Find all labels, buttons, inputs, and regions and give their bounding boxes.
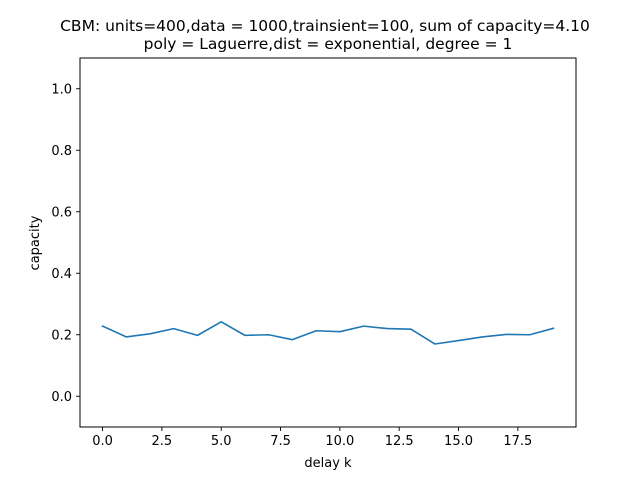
x-tick-label: 0.0: [92, 434, 113, 449]
x-tick-label: 7.5: [270, 434, 291, 449]
plot-frame: [79, 57, 577, 428]
x-tick-label: 2.5: [152, 434, 173, 449]
x-tick-label: 10.0: [325, 434, 354, 449]
series-line: [101, 321, 555, 345]
x-tick-label: 12.5: [385, 434, 414, 449]
plot-area: [101, 321, 555, 345]
x-tick-label: 17.5: [503, 434, 532, 449]
x-axis-label: delay k: [304, 456, 352, 471]
x-tick-label: 5.0: [211, 434, 232, 449]
y-tick-label: 0.6: [51, 205, 72, 220]
y-tick-label: 0.8: [51, 144, 72, 159]
y-axis-label: capacity: [28, 215, 43, 270]
y-tick-label: 0.0: [51, 390, 72, 405]
chart-title: CBM: units=400,data = 1000,trainsient=10…: [60, 17, 590, 35]
chart-subtitle: poly = Laguerre,dist = exponential, degr…: [144, 35, 513, 53]
y-tick-label: 0.2: [51, 328, 72, 343]
y-tick-label: 0.4: [51, 267, 72, 282]
x-tick-label: 15.0: [444, 434, 473, 449]
y-tick-label: 1.0: [51, 82, 72, 97]
